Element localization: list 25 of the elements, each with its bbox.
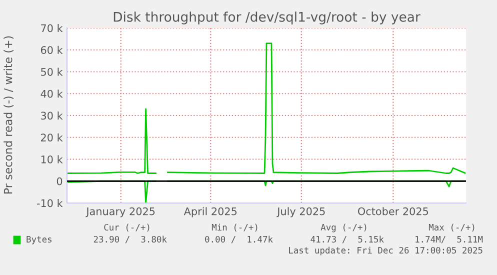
chart-title: Disk throughput for /dev/sql1-vg/root - by year <box>114 12 420 24</box>
x-tick-label: April 2025 <box>184 207 237 218</box>
y-tick-label: -10 k <box>36 199 63 208</box>
text: Last update: Fri Dec 26 17:00:05 2025 <box>289 246 482 256</box>
text: 23.90 / 3.80k <box>94 236 167 244</box>
text: Cur (-/+) <box>104 224 150 232</box>
y-tick-label: 60 k <box>40 46 63 54</box>
y-tick-label: 10 k <box>41 155 63 164</box>
y-axis-title: Pr second read (-) / write (+) <box>4 36 14 194</box>
text: 41.73 / 5.15k <box>310 236 384 244</box>
text: Min (-/+) <box>212 224 258 232</box>
text: 1.74M/ 5.11M <box>416 236 483 244</box>
text: Avg (-/+) <box>320 224 366 232</box>
y-tick-label: 0 <box>56 177 62 186</box>
x-tick-label: July 2025 <box>276 207 325 218</box>
text: Max (-/+) <box>428 224 474 232</box>
legend-label: Bytes <box>26 236 52 244</box>
y-tick-label: 70 k <box>41 24 63 32</box>
y-tick-label: 20 k <box>41 133 63 142</box>
x-tick-label: January 2025 <box>86 207 155 218</box>
y-tick-label: 50 k <box>41 68 63 76</box>
y-tick-label: 40 k <box>40 90 63 98</box>
text: 0.00 / 1.47k <box>205 236 273 244</box>
y-tick-label: 30 k <box>41 112 63 120</box>
x-tick-label: October 2025 <box>358 207 428 216</box>
